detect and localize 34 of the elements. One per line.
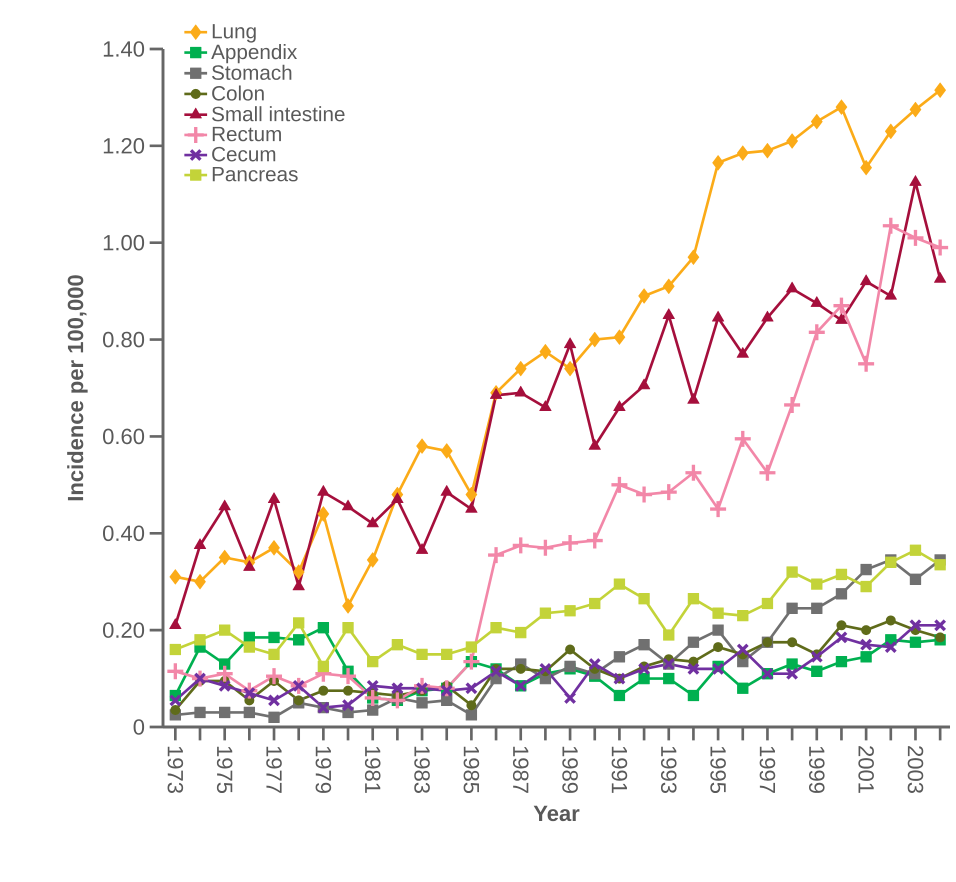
x-tick-label: 1973 (168, 746, 184, 794)
y-axis-title: Incidence per 100,000 (67, 275, 88, 500)
y-tick-label: 0.40 (103, 525, 144, 542)
legend-label: Small intestine (212, 106, 345, 122)
y-tick-label: 1.40 (104, 41, 144, 57)
legend-label: Colon (212, 85, 264, 101)
x-tick-label: 1989 (562, 746, 578, 793)
x-tick-label: 1975 (216, 746, 232, 794)
x-tick-label: 1977 (266, 746, 282, 793)
x-tick-label: 1991 (612, 746, 628, 793)
y-tick-label: 1.00 (104, 234, 144, 250)
y-tick-label: 0 (134, 719, 144, 735)
x-axis-title: Year (534, 806, 580, 822)
x-tick-label: 1987 (512, 746, 529, 793)
y-tick-label: 0.60 (103, 428, 144, 444)
legend-label: Rectum (212, 126, 281, 142)
x-tick-label: 2001 (858, 746, 874, 793)
legend-label: Stomach (212, 64, 292, 80)
x-tick-label: 1985 (464, 746, 480, 794)
legend-label: Pancreas (212, 166, 298, 182)
x-tick-label: 1983 (414, 746, 430, 794)
x-tick-label: 1995 (710, 746, 726, 794)
x-tick-label: 1999 (809, 746, 825, 793)
y-tick-label: 0.80 (103, 332, 144, 348)
x-tick-label: 1979 (316, 746, 332, 793)
y-tick-label: 0.20 (103, 622, 144, 638)
legend-label: Lung (212, 24, 256, 43)
legend-label: Cecum (212, 146, 276, 162)
legend-label: Appendix (211, 44, 298, 64)
x-tick-label: 1997 (760, 746, 776, 793)
y-tick-label: 1.20 (104, 138, 144, 154)
x-tick-label: 2003 (908, 746, 924, 794)
x-tick-label: 1993 (660, 746, 677, 794)
x-tick-label: 1981 (364, 746, 381, 793)
